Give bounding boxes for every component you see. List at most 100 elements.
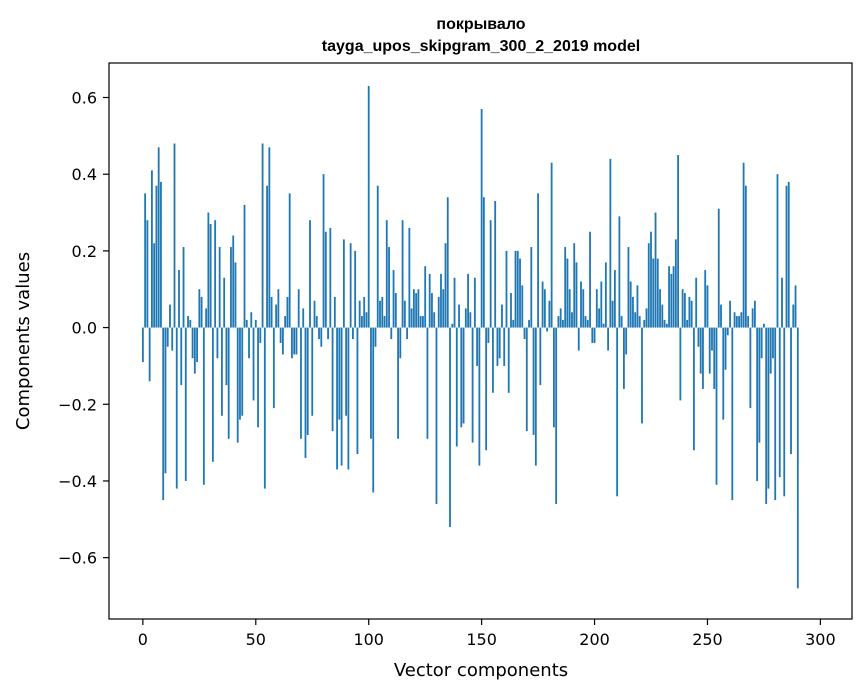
bar-238 — [679, 327, 682, 401]
bar-74 — [309, 220, 311, 328]
bar-185 — [559, 308, 562, 328]
y-axis: −0.6 −0.4 −0.2 0.0 0.2 0.4 0.6 — [58, 89, 109, 568]
x-tick-label: 0 — [138, 630, 148, 649]
bar-263 — [735, 316, 738, 328]
bar-131 — [437, 296, 440, 328]
bar-233 — [668, 266, 670, 328]
bar-182 — [552, 327, 555, 428]
bar-190 — [571, 312, 573, 328]
y-axis-label: Components values — [13, 252, 34, 430]
bar-76 — [313, 300, 316, 328]
bar-7 — [157, 147, 160, 328]
bar-91 — [347, 327, 350, 470]
bar-36 — [223, 277, 226, 328]
bar-244 — [693, 327, 695, 451]
bar-171 — [528, 319, 530, 328]
bar-222 — [643, 319, 646, 328]
bar-274 — [760, 327, 763, 359]
bar-97 — [361, 316, 363, 328]
bar-290 — [796, 327, 799, 589]
bar-221 — [641, 327, 643, 424]
bar-129 — [433, 312, 436, 328]
y-tick-label: 0.2 — [72, 242, 97, 261]
bar-198 — [589, 231, 591, 328]
bar-225 — [650, 231, 652, 328]
bar-204 — [602, 323, 605, 328]
bar-236 — [674, 239, 677, 328]
bar-22 — [191, 327, 194, 359]
bar-147 — [473, 277, 476, 328]
bar-164 — [512, 319, 515, 328]
bar-43 — [239, 327, 241, 420]
bar-280 — [774, 327, 777, 501]
bar-177 — [541, 281, 544, 328]
bar-105 — [379, 300, 381, 328]
bar-266 — [742, 162, 745, 328]
bar-series — [141, 86, 799, 589]
bar-203 — [600, 281, 603, 328]
bar-92 — [349, 243, 352, 328]
chart-title: покрывало — [436, 16, 525, 33]
bar-44 — [241, 327, 244, 416]
bar-66 — [291, 327, 293, 359]
bar-82 — [327, 327, 329, 340]
bar-213 — [623, 327, 625, 389]
bar-214 — [625, 327, 628, 355]
bar-86 — [336, 327, 338, 470]
bar-269 — [749, 327, 752, 409]
y-tick-label: 0.0 — [72, 319, 97, 338]
bar-13 — [171, 327, 174, 351]
bar-191 — [573, 243, 576, 328]
bar-123 — [419, 316, 422, 328]
bar-16 — [178, 270, 180, 328]
bar-267 — [744, 185, 747, 328]
bar-20 — [187, 316, 189, 328]
bar-65 — [288, 193, 291, 328]
bar-46 — [245, 319, 248, 328]
bar-218 — [634, 312, 637, 328]
bar-98 — [363, 296, 366, 328]
bar-234 — [670, 273, 673, 328]
bar-28 — [205, 308, 208, 328]
bar-241 — [686, 319, 689, 328]
bar-174 — [534, 327, 537, 466]
bar-141 — [460, 327, 463, 428]
bar-63 — [284, 316, 287, 328]
bar-126 — [426, 327, 429, 439]
bar-41 — [234, 262, 237, 328]
bar-101 — [370, 327, 372, 439]
bar-251 — [708, 327, 711, 374]
bar-261 — [731, 327, 734, 501]
bar-30 — [209, 224, 212, 328]
bar-69 — [297, 289, 300, 328]
y-tick-label: −0.6 — [58, 549, 97, 568]
bar-183 — [555, 327, 558, 504]
bar-8 — [160, 181, 162, 328]
bar-37 — [225, 327, 228, 386]
bar-24 — [196, 327, 198, 363]
bar-226 — [652, 258, 655, 328]
bar-189 — [568, 289, 571, 328]
bar-212 — [620, 316, 623, 328]
bar-196 — [584, 316, 587, 328]
bar-106 — [381, 296, 384, 328]
bar-167 — [519, 258, 521, 328]
bar-57 — [270, 296, 273, 328]
bar-235 — [672, 266, 675, 328]
bar-50 — [254, 319, 257, 328]
bar-154 — [489, 220, 492, 328]
bar-157 — [496, 327, 499, 366]
bar-211 — [618, 216, 621, 328]
x-tick-label: 150 — [466, 630, 497, 649]
bar-1 — [144, 193, 147, 328]
bar-219 — [636, 285, 639, 328]
bar-253 — [713, 327, 716, 389]
bar-285 — [785, 185, 788, 328]
bar-61 — [279, 327, 282, 343]
bar-162 — [507, 327, 510, 393]
x-axis: 0 50 100 150 200 250 300 — [138, 619, 836, 649]
y-tick-label: −0.4 — [58, 472, 97, 491]
bar-146 — [471, 327, 474, 443]
bar-38 — [227, 327, 230, 439]
bar-237 — [677, 155, 680, 328]
